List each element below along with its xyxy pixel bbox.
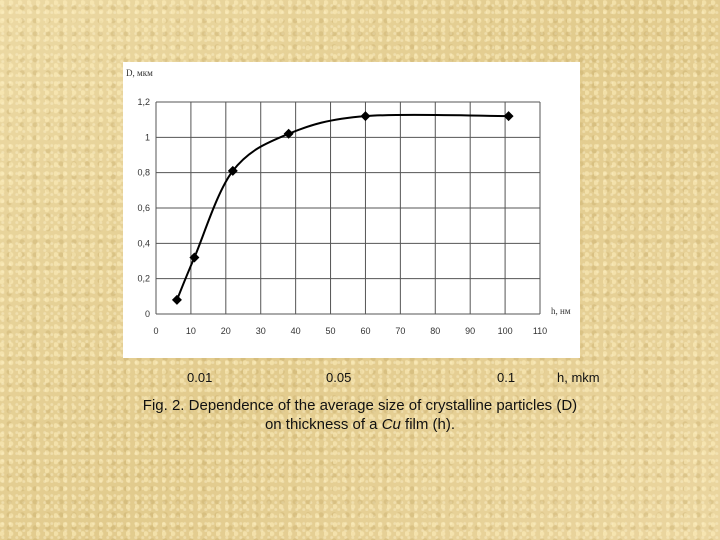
x-tick-0: 0	[153, 326, 158, 336]
figure-caption: Fig. 2. Dependence of the average size o…	[60, 396, 660, 434]
x-tick-80: 80	[430, 326, 440, 336]
y-tick-1: 0,2	[137, 274, 150, 284]
y-tick-6: 1,2	[137, 97, 150, 107]
data-point-5	[503, 111, 514, 122]
x-tick-100: 100	[498, 326, 513, 336]
x-tick-70: 70	[395, 326, 405, 336]
x-axis-label: h, нм	[551, 306, 571, 316]
y-tick-3: 0,6	[137, 203, 150, 213]
data-point-3	[283, 128, 294, 139]
y-tick-0: 0	[145, 309, 150, 319]
caption-cu: Cu	[381, 416, 401, 433]
x-tick-20: 20	[221, 326, 231, 336]
x-tick-50: 50	[326, 326, 336, 336]
caption-prefix: on thickness of a	[264, 416, 378, 433]
y-axis-label: D, мкм	[126, 68, 153, 78]
x-tick-10: 10	[186, 326, 196, 336]
x-tick-40: 40	[291, 326, 301, 336]
y-tick-4: 0,8	[137, 168, 150, 178]
data-point-4	[360, 111, 371, 122]
x-tick-30: 30	[256, 326, 266, 336]
data-point-1	[189, 252, 200, 263]
chart-panel: 0 10 20 30 40 50 60 70 80 90 100 110 0 0,2 0,4 0,6 0,8 1 1…	[123, 62, 580, 358]
series-line	[176, 113, 509, 301]
y-tick-2: 0,4	[137, 238, 150, 248]
x-tick-60: 60	[360, 326, 370, 336]
annotation-001: 0.01	[187, 370, 213, 385]
caption-suffix: film (h).	[405, 416, 456, 433]
line-chart: 0 10 20 30 40 50 60 70 80 90 100 110 0 0,2 0,4 0,6 0,8 1 1…	[126, 68, 571, 336]
x-tick-90: 90	[465, 326, 475, 336]
annotation-01: 0.1	[497, 370, 516, 385]
data-point-0	[171, 294, 182, 305]
data-point-2	[227, 165, 238, 176]
caption-line-1: Fig. 2. Dependence of the average size o…	[142, 397, 578, 414]
annotation-005: 0.05	[326, 370, 352, 385]
x-tick-110: 110	[533, 326, 547, 336]
caption-line-2: on thickness of a Cu film (h).	[60, 415, 660, 434]
y-tick-5: 1	[145, 132, 150, 142]
annotation-unit: h, mkm	[557, 370, 600, 385]
